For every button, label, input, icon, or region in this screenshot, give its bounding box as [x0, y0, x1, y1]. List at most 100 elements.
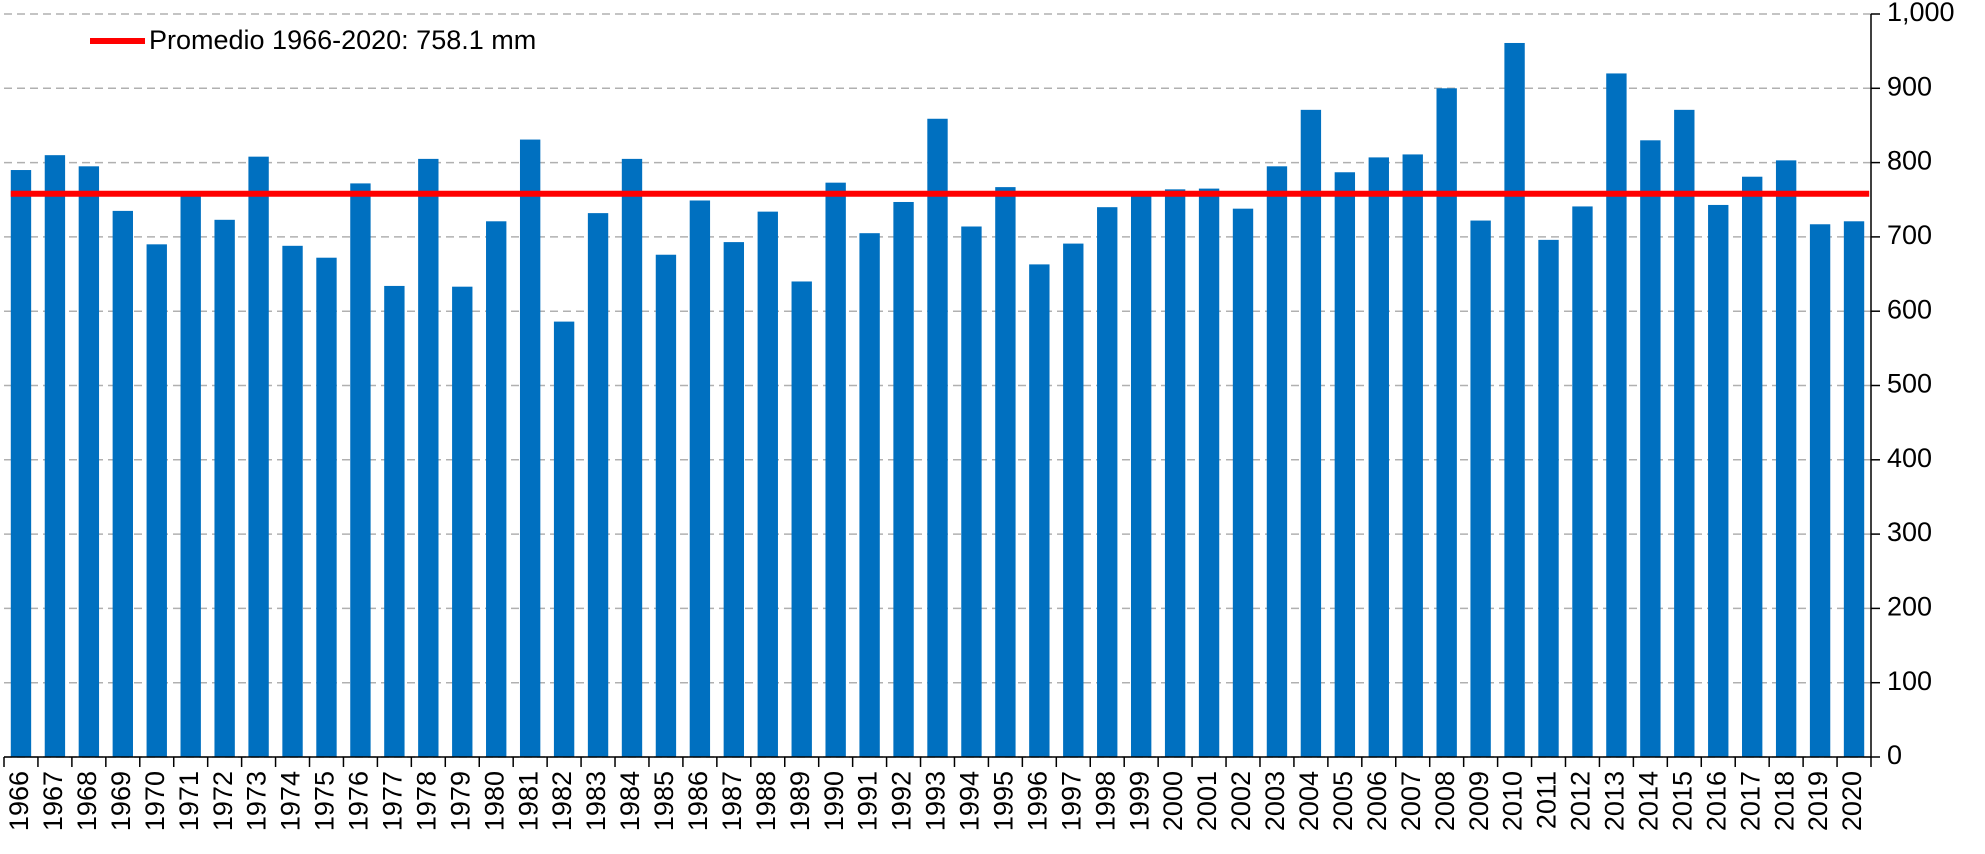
x-tick-label: 1966 [4, 771, 34, 831]
x-tick-label: 2004 [1294, 771, 1324, 831]
bar [452, 286, 473, 757]
bar [180, 194, 201, 757]
x-tick-label: 2017 [1735, 771, 1765, 831]
bar [418, 158, 439, 757]
x-tick-label: 1981 [513, 771, 543, 831]
legend-label: Promedio 1966-2020: 758.1 mm [149, 25, 536, 55]
y-tick-label: 300 [1887, 517, 1932, 547]
x-tick-label: 1986 [683, 771, 713, 831]
x-tick-label: 2019 [1803, 771, 1833, 831]
bar [1300, 109, 1322, 758]
y-tick-label: 600 [1887, 294, 1932, 324]
x-tick-label: 1967 [38, 771, 68, 831]
x-tick-label: 1971 [174, 771, 204, 831]
x-tick-label: 2001 [1192, 771, 1222, 831]
bar [1742, 176, 1763, 758]
x-tick-label: 2007 [1396, 771, 1426, 831]
bar [1504, 42, 1525, 758]
bar [282, 245, 303, 758]
bar [486, 221, 507, 757]
x-tick-label: 2012 [1566, 771, 1596, 831]
bar [316, 257, 337, 757]
x-tick-label: 1968 [72, 771, 102, 831]
x-tick-label: 2015 [1667, 771, 1697, 831]
x-tick-label: 2020 [1837, 771, 1867, 831]
bar [350, 183, 371, 758]
bar [1402, 154, 1423, 757]
y-tick-label: 700 [1887, 220, 1932, 250]
bar [1334, 172, 1356, 757]
x-tick-label: 2005 [1328, 771, 1358, 831]
bar [655, 254, 677, 757]
y-tick-label: 800 [1887, 146, 1932, 176]
bar [1606, 73, 1627, 757]
bar [214, 219, 235, 757]
y-tick-label: 500 [1887, 369, 1932, 399]
y-tick-label: 100 [1887, 666, 1932, 696]
bar [791, 281, 812, 757]
x-tick-label: 2000 [1158, 771, 1188, 831]
x-tick-label: 1997 [1056, 771, 1086, 831]
bar [1232, 208, 1254, 757]
bar [1708, 204, 1729, 758]
x-tick-label: 1974 [276, 771, 306, 831]
bar [384, 285, 405, 757]
x-tick-label: 1984 [615, 771, 645, 831]
x-tick-label: 1990 [819, 771, 849, 831]
x-tick-label: 1987 [717, 771, 747, 831]
x-tick-label: 1983 [581, 771, 611, 831]
bar [1130, 196, 1152, 757]
bar [112, 210, 133, 757]
bar [893, 201, 914, 757]
x-tick-label: 1999 [1124, 771, 1154, 831]
bar [621, 158, 643, 757]
bar [10, 170, 32, 757]
x-tick-label: 1973 [242, 771, 272, 831]
x-tick-label: 2003 [1260, 771, 1290, 831]
y-tick-label: 1,000 [1887, 0, 1955, 27]
x-tick-label: 2018 [1769, 771, 1799, 831]
bar [995, 187, 1016, 757]
x-tick-label: 1982 [547, 771, 577, 831]
bar [723, 242, 745, 757]
x-tick-label: 2010 [1498, 771, 1528, 831]
bar [1063, 243, 1084, 757]
y-tick-label: 400 [1887, 443, 1932, 473]
x-tick-label: 1992 [887, 771, 917, 831]
x-tick-label: 2008 [1430, 771, 1460, 831]
x-tick-label: 2009 [1464, 771, 1494, 831]
x-tick-label: 2014 [1633, 771, 1663, 831]
x-tick-label: 2011 [1532, 771, 1562, 829]
x-tick-label: 2006 [1362, 771, 1392, 831]
x-tick-label: 1995 [989, 771, 1019, 831]
bar [1470, 220, 1491, 757]
bar [1198, 188, 1220, 758]
bar [1368, 157, 1389, 758]
bar [1029, 264, 1050, 757]
x-tick-label: 1988 [751, 771, 781, 831]
x-tick-label: 1994 [955, 771, 985, 831]
bar [1572, 206, 1593, 757]
bar [78, 166, 100, 757]
bar [1436, 88, 1457, 758]
x-tick-label: 1976 [344, 771, 374, 831]
bar [1538, 239, 1559, 757]
bar [927, 118, 948, 757]
y-tick-label: 900 [1887, 71, 1932, 101]
bar [1640, 140, 1661, 757]
bar [757, 211, 778, 757]
x-tick-label: 1993 [921, 771, 951, 831]
bar [44, 155, 66, 758]
x-tick-label: 1970 [140, 771, 170, 831]
x-tick-label: 2016 [1701, 771, 1731, 831]
x-tick-label: 1979 [445, 771, 475, 831]
bar [1266, 166, 1288, 757]
x-tick-label: 2002 [1226, 771, 1256, 831]
bar [1097, 207, 1118, 757]
bar [519, 139, 541, 757]
bar [553, 321, 575, 757]
bar [248, 156, 269, 757]
y-tick-label: 0 [1887, 740, 1902, 770]
bar [1809, 224, 1831, 758]
